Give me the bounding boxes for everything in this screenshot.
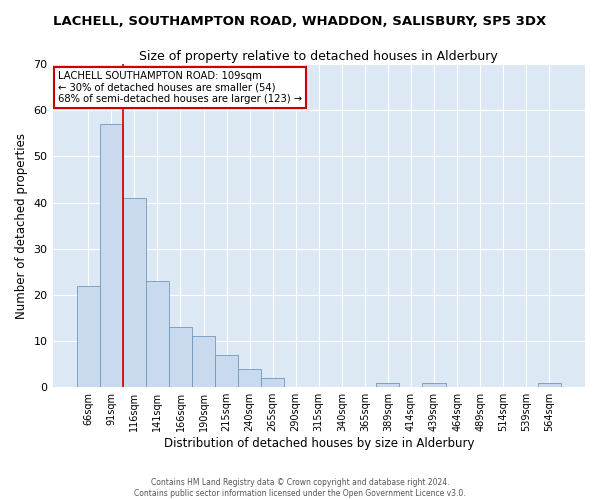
Bar [261, 378, 284, 387]
Bar [123, 198, 146, 387]
Title: Size of property relative to detached houses in Alderbury: Size of property relative to detached ho… [139, 50, 498, 63]
Y-axis label: Number of detached properties: Number of detached properties [15, 132, 28, 318]
Bar [77, 286, 100, 387]
Bar [169, 327, 192, 387]
Text: LACHELL SOUTHAMPTON ROAD: 109sqm
← 30% of detached houses are smaller (54)
68% o: LACHELL SOUTHAMPTON ROAD: 109sqm ← 30% o… [58, 70, 302, 104]
X-axis label: Distribution of detached houses by size in Alderbury: Distribution of detached houses by size … [164, 437, 474, 450]
Bar [422, 382, 446, 387]
Bar [192, 336, 215, 387]
Text: LACHELL, SOUTHAMPTON ROAD, WHADDON, SALISBURY, SP5 3DX: LACHELL, SOUTHAMPTON ROAD, WHADDON, SALI… [53, 15, 547, 28]
Bar [376, 382, 400, 387]
Bar [538, 382, 561, 387]
Bar [100, 124, 123, 387]
Bar [146, 281, 169, 387]
Bar [238, 368, 261, 387]
Bar [215, 355, 238, 387]
Text: Contains HM Land Registry data © Crown copyright and database right 2024.
Contai: Contains HM Land Registry data © Crown c… [134, 478, 466, 498]
